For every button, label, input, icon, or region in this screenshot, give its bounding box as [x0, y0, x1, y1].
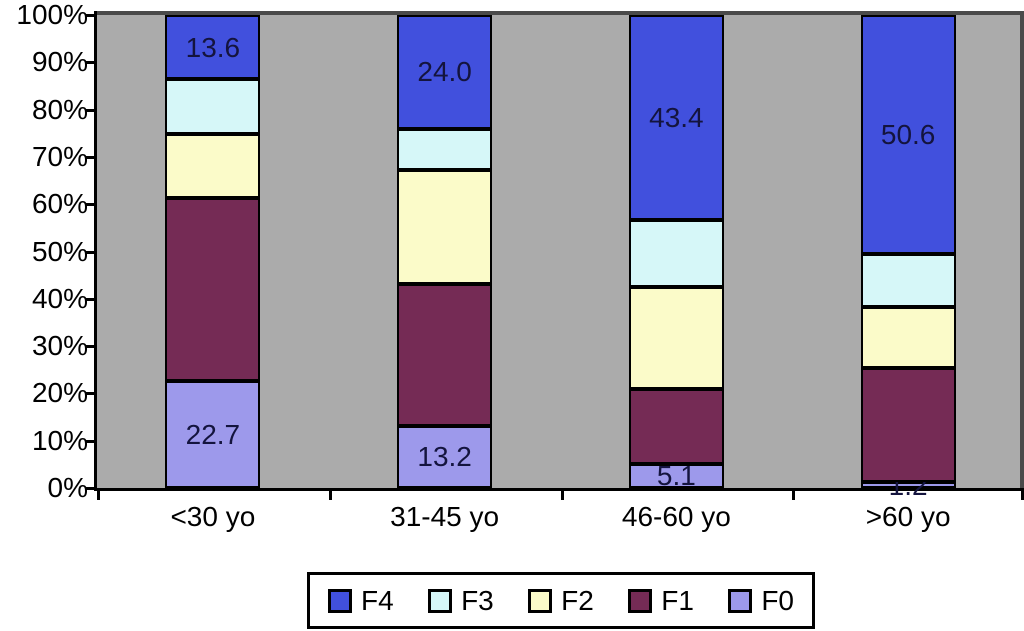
x-axis-tick — [1021, 488, 1024, 500]
legend-swatch-f2 — [528, 588, 553, 613]
bar-segment-f2 — [165, 134, 261, 199]
legend-item-f1: F1 — [628, 585, 694, 617]
category-label: <30 yo — [170, 501, 256, 532]
y-tick-label: 40% — [31, 282, 88, 314]
x-axis-line — [94, 488, 1024, 491]
legend-swatch-f0 — [728, 588, 753, 613]
bar-segment-f3 — [397, 128, 493, 170]
y-axis-tick — [86, 250, 94, 254]
y-axis-tick — [86, 487, 94, 490]
y-tick-label: 90% — [31, 46, 88, 78]
y-axis-line — [94, 11, 97, 491]
bar-segment-f3 — [165, 79, 261, 135]
y-axis-tick — [86, 392, 94, 396]
x-axis-tick — [328, 488, 332, 500]
bar-segment-f2 — [397, 169, 493, 284]
bar-segment-f1 — [397, 283, 493, 426]
y-tick-label: 0% — [47, 472, 88, 503]
data-label: 22.7 — [185, 418, 241, 450]
data-label: 43.4 — [649, 102, 704, 134]
bar-segment-f3 — [628, 220, 724, 287]
y-axis-tick — [86, 439, 94, 443]
bar-segment-f0: 22.7 — [165, 380, 261, 488]
legend-label: F3 — [461, 584, 494, 616]
data-label: 13.6 — [185, 31, 241, 63]
y-tick-label: 70% — [31, 140, 88, 172]
x-axis-tick — [792, 488, 796, 500]
y-tick-label: 20% — [31, 377, 88, 409]
legend: F4 F3 F2 F1 F0 — [307, 572, 815, 629]
y-tick-label: 10% — [31, 424, 88, 456]
y-tick-label: 30% — [31, 330, 88, 362]
y-axis-tick — [86, 61, 94, 65]
legend-item-f3: F3 — [428, 585, 494, 617]
y-tick-label: 50% — [31, 235, 88, 267]
data-label: 50.6 — [880, 119, 936, 151]
category-label: >60 yo — [865, 501, 951, 532]
bar-segment-f2 — [860, 307, 956, 368]
legend-swatch-f3 — [428, 588, 453, 613]
y-axis-tick — [86, 14, 94, 17]
bar-segment-f2 — [628, 286, 724, 390]
bar-segment-f0: 5.1 — [628, 460, 724, 491]
legend-swatch-f1 — [628, 588, 653, 613]
bar-segment-f3 — [860, 254, 956, 308]
y-tick-label: 80% — [31, 93, 88, 125]
y-axis-tick — [86, 155, 94, 159]
x-axis-tick — [560, 488, 564, 500]
bar-segment-f4: 43.4 — [628, 15, 724, 221]
data-label: 13.2 — [417, 441, 472, 473]
y-axis-tick — [86, 345, 94, 349]
bar-segment-f4: 50.6 — [860, 15, 956, 255]
y-axis-tick — [86, 203, 94, 207]
category-label: 46-60 yo — [621, 501, 731, 532]
y-axis-tick — [86, 108, 94, 112]
legend-label: F4 — [361, 584, 394, 616]
data-label: 5.1 — [656, 460, 696, 492]
category-label: 31-45 yo — [390, 501, 500, 532]
bar-segment-f1 — [860, 367, 956, 483]
bar-segment-f0: 13.2 — [397, 425, 493, 488]
bar-segment-f4: 24.0 — [397, 15, 493, 129]
x-axis-tick — [97, 488, 100, 500]
legend-label: F2 — [561, 584, 594, 616]
y-axis-tick — [86, 297, 94, 301]
legend-item-f4: F4 — [328, 585, 394, 617]
y-tick-label: 60% — [31, 188, 88, 220]
bar-segment-f0: 1.2 — [860, 470, 956, 501]
legend-item-f0: F0 — [728, 585, 794, 617]
legend-swatch-f4 — [328, 588, 352, 613]
legend-item-f2: F2 — [528, 585, 594, 617]
legend-label: F0 — [761, 584, 794, 616]
legend-label: F1 — [661, 584, 694, 616]
data-label: 24.0 — [417, 56, 472, 88]
bar-segment-f1 — [165, 198, 261, 381]
bar-segment-f4: 13.6 — [165, 15, 261, 80]
y-tick-label: 100% — [16, 0, 88, 30]
bar-segment-f1 — [628, 389, 724, 464]
